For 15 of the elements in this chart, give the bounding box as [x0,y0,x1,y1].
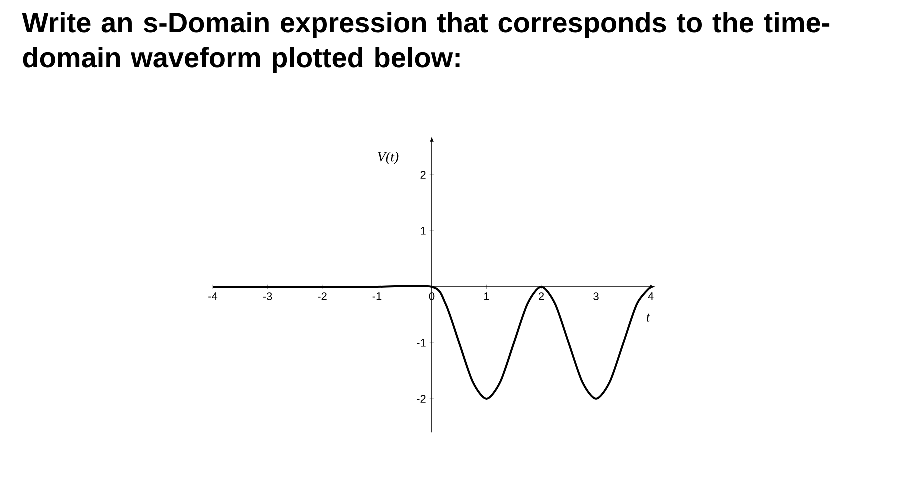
x-tick-label: -2 [318,292,327,300]
y-tick-label: -2 [417,395,426,403]
chart-title: Write an s-Domain expression that corresponds to the time-domain waveform plotted below: [22,12,830,74]
y-tick-label: 2 [420,171,426,179]
x-tick-label: 2 [538,292,544,300]
x-axis-title: t [646,314,650,322]
y-tick-label: 1 [421,227,426,235]
x-tick-label: 3 [594,292,599,300]
x-tick-label: -4 [208,292,218,300]
y-axis-title: V(t) [378,152,399,165]
x-tick-label: 1 [484,292,490,300]
x-tick-label: -1 [372,292,382,300]
y-tick-label: -1 [417,339,426,347]
x-tick-label: 4 [648,292,654,300]
x-tick-label: -3 [263,292,272,300]
